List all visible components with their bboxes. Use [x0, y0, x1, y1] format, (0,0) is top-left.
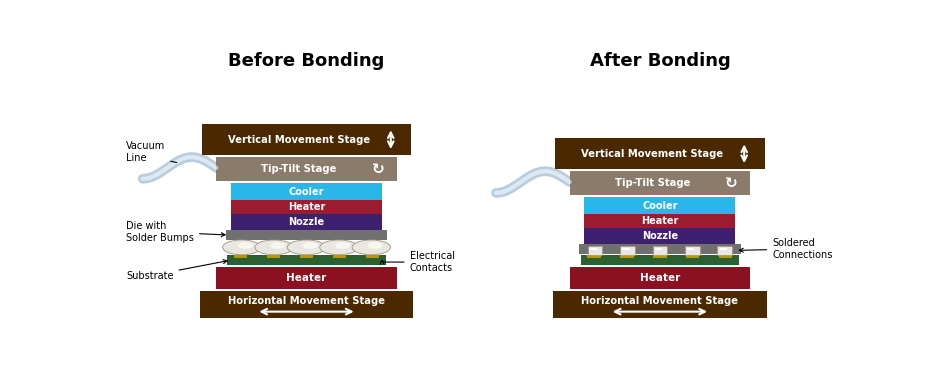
Text: ↻: ↻ [725, 176, 738, 191]
FancyBboxPatch shape [584, 197, 735, 214]
Circle shape [238, 243, 253, 248]
Text: Tip-Tilt Stage: Tip-Tilt Stage [615, 178, 691, 188]
Text: Horizontal Movement Stage: Horizontal Movement Stage [581, 296, 738, 306]
FancyBboxPatch shape [300, 255, 314, 258]
FancyBboxPatch shape [231, 183, 382, 200]
Text: Vacuum
Line: Vacuum Line [126, 141, 177, 162]
Text: Substrate: Substrate [126, 260, 227, 281]
FancyBboxPatch shape [555, 138, 765, 169]
Text: Nozzle: Nozzle [289, 217, 325, 227]
FancyBboxPatch shape [217, 267, 397, 289]
FancyBboxPatch shape [366, 255, 379, 258]
FancyBboxPatch shape [553, 291, 767, 318]
FancyBboxPatch shape [719, 255, 732, 258]
FancyBboxPatch shape [590, 248, 598, 250]
FancyBboxPatch shape [217, 157, 397, 181]
Text: Heater: Heater [641, 216, 678, 226]
FancyBboxPatch shape [225, 230, 388, 240]
Circle shape [336, 243, 350, 248]
FancyBboxPatch shape [686, 255, 699, 258]
Text: Soldered
Connections: Soldered Connections [739, 238, 832, 260]
FancyBboxPatch shape [687, 248, 694, 250]
Text: Before Bonding: Before Bonding [228, 51, 385, 70]
FancyBboxPatch shape [622, 248, 630, 250]
FancyBboxPatch shape [587, 255, 600, 258]
FancyBboxPatch shape [579, 244, 741, 254]
Text: Die with
Solder Bumps: Die with Solder Bumps [126, 221, 225, 243]
Text: Heater: Heater [639, 273, 680, 283]
Text: Vertical Movement Stage: Vertical Movement Stage [581, 149, 724, 159]
Circle shape [352, 240, 390, 255]
FancyBboxPatch shape [332, 255, 346, 258]
FancyBboxPatch shape [620, 255, 634, 258]
Text: Cooler: Cooler [289, 186, 324, 196]
FancyBboxPatch shape [570, 171, 750, 195]
Text: After Bonding: After Bonding [590, 51, 731, 70]
Text: ↻: ↻ [371, 162, 385, 176]
Text: Heater: Heater [286, 273, 327, 283]
Circle shape [369, 243, 382, 248]
FancyBboxPatch shape [584, 228, 735, 244]
Circle shape [304, 243, 317, 248]
FancyBboxPatch shape [234, 255, 247, 258]
FancyBboxPatch shape [654, 255, 667, 258]
FancyBboxPatch shape [231, 200, 382, 214]
FancyBboxPatch shape [588, 246, 602, 255]
Circle shape [287, 240, 326, 255]
Text: Horizontal Movement Stage: Horizontal Movement Stage [228, 296, 385, 306]
FancyBboxPatch shape [717, 246, 732, 255]
Text: Heater: Heater [288, 202, 325, 212]
FancyBboxPatch shape [584, 214, 735, 228]
FancyBboxPatch shape [200, 291, 413, 318]
Text: Vertical Movement Stage: Vertical Movement Stage [228, 135, 370, 145]
FancyBboxPatch shape [231, 214, 382, 230]
Circle shape [320, 240, 358, 255]
FancyBboxPatch shape [620, 246, 635, 255]
Text: Nozzle: Nozzle [642, 231, 678, 241]
FancyBboxPatch shape [685, 246, 699, 255]
Circle shape [222, 240, 261, 255]
FancyBboxPatch shape [655, 248, 662, 250]
FancyBboxPatch shape [719, 248, 727, 250]
Circle shape [272, 243, 285, 248]
FancyBboxPatch shape [580, 255, 739, 266]
Text: Electrical
Contacts: Electrical Contacts [380, 251, 454, 273]
FancyBboxPatch shape [653, 246, 667, 255]
Text: Cooler: Cooler [642, 201, 677, 211]
FancyBboxPatch shape [570, 267, 750, 289]
Circle shape [255, 240, 294, 255]
FancyBboxPatch shape [201, 124, 411, 155]
Text: Tip-Tilt Stage: Tip-Tilt Stage [261, 164, 337, 174]
FancyBboxPatch shape [227, 255, 386, 266]
FancyBboxPatch shape [267, 255, 280, 258]
